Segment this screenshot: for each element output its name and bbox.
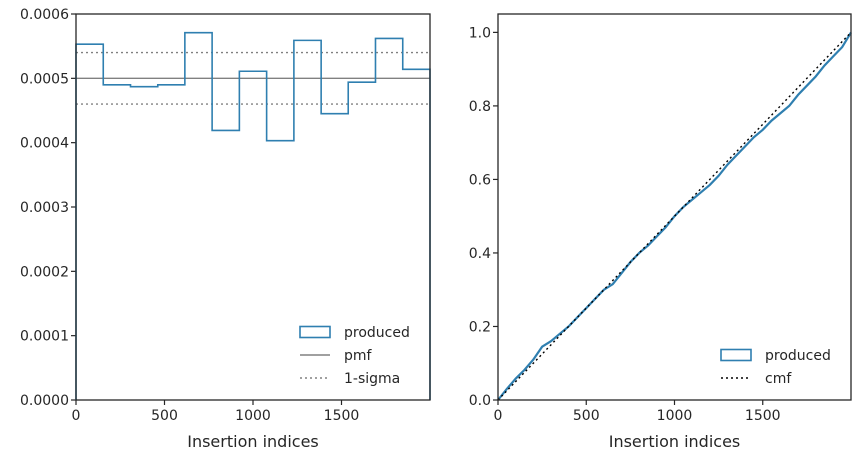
x-tick-label: 0	[494, 408, 503, 424]
x-tick-label: 0	[72, 408, 81, 424]
legend-label-1-sigma: 1-sigma	[344, 371, 400, 387]
legend: produced pmf 1-sigma	[299, 325, 410, 387]
axes-frame	[75, 13, 431, 401]
x-tick-label: 500	[151, 408, 178, 424]
legend-handle-produced	[299, 325, 331, 339]
legend-label-cmf: cmf	[765, 371, 792, 387]
legend-label-produced: produced	[344, 325, 410, 341]
y-tick-label: 0.2	[469, 319, 491, 335]
legend-handle-produced	[720, 348, 752, 362]
x-axis-label: Insertion indices	[609, 432, 741, 451]
y-tick-label: 0.0004	[20, 136, 69, 152]
y-tick-label: 0.6	[469, 172, 491, 188]
legend-label-pmf: pmf	[344, 348, 373, 364]
y-tick-label: 0.0001	[20, 329, 69, 345]
axes-frame	[497, 13, 852, 401]
y-tick-label: 0.4	[469, 246, 491, 262]
x-axis-label: Insertion indices	[187, 432, 319, 451]
y-tick-label: 0.0003	[20, 200, 69, 216]
left-chart-histogram: 0 500 1000 1500 0.0000 0.0001 0.0002 0.0003 0.00…	[20, 7, 431, 451]
y-tick-label: 0.0000	[20, 393, 69, 409]
series-produced-step	[75, 31, 431, 400]
y-tick-label: 0.0006	[20, 7, 69, 23]
x-tick-label: 500	[573, 408, 600, 424]
y-tick-label: 0.0002	[20, 264, 69, 280]
y-tick-label: 0.0005	[20, 71, 69, 87]
series-produced-line	[497, 31, 852, 401]
legend-label-produced: produced	[765, 348, 831, 364]
y-tick-label: 0.8	[469, 99, 491, 115]
x-tick-label: 1500	[745, 408, 781, 424]
y-tick-label: 0.0	[469, 393, 491, 409]
x-tick-label: 1500	[324, 408, 360, 424]
legend: produced cmf	[720, 348, 831, 387]
x-tick-label: 1000	[235, 408, 271, 424]
right-chart-cumulative: 0 500 1000 1500 0.0 0.2 0.4 0.6 0.8 1.0 Insertion …	[469, 13, 852, 451]
y-tick-label: 1.0	[469, 25, 491, 41]
x-tick-label: 1000	[657, 408, 693, 424]
